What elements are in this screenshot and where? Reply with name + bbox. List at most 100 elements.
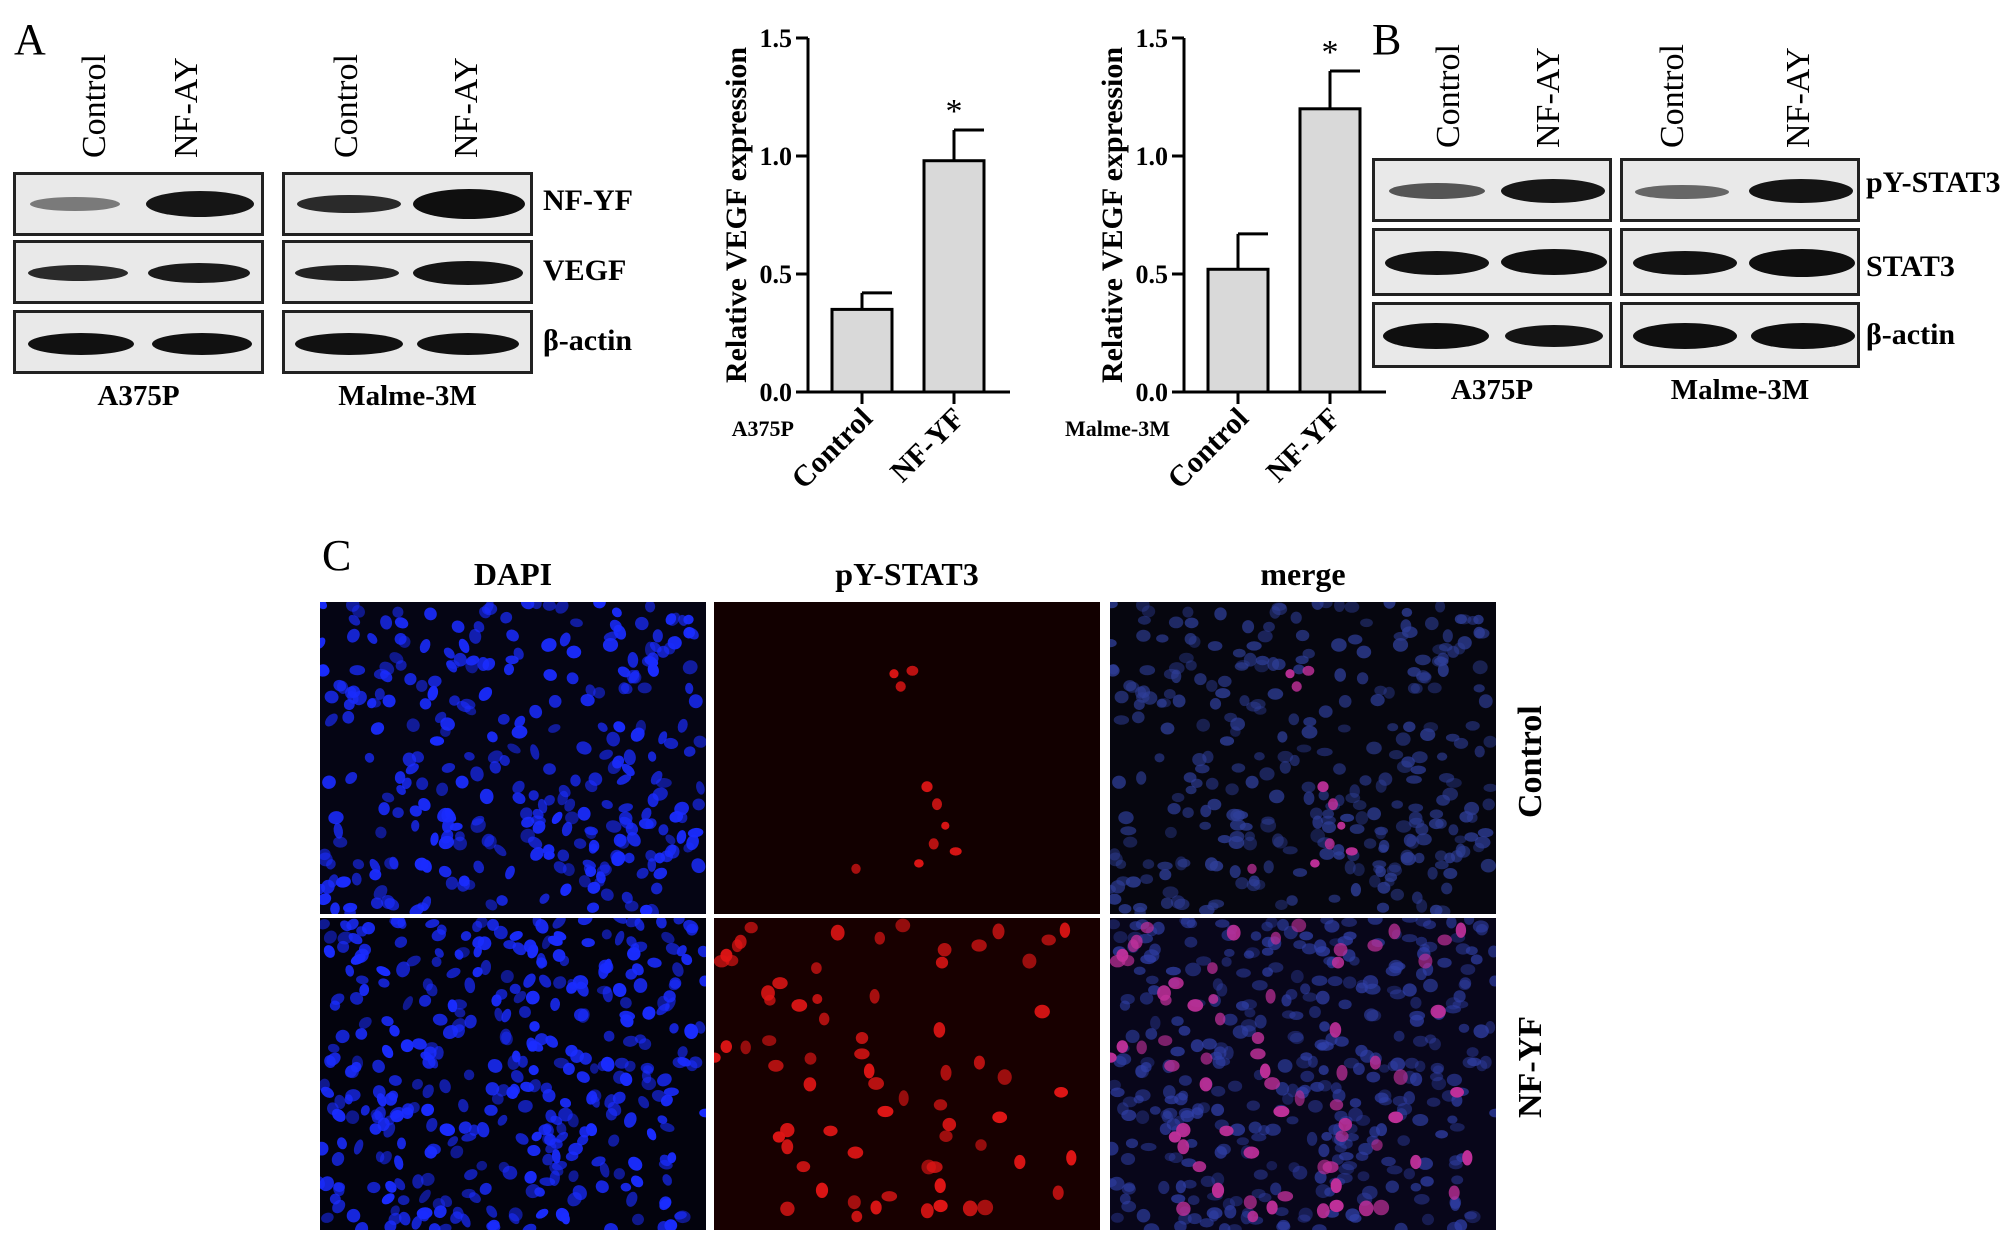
nucleus bbox=[1406, 835, 1420, 849]
lane-label: NF-AY bbox=[168, 57, 205, 158]
nucleus bbox=[1312, 1224, 1327, 1230]
nucleus bbox=[1165, 966, 1181, 976]
nucleus bbox=[1489, 1108, 1496, 1118]
nucleus bbox=[461, 1188, 476, 1199]
nucleus bbox=[548, 724, 561, 733]
positive-nucleus bbox=[764, 994, 776, 1006]
nucleus bbox=[1110, 919, 1120, 930]
nucleus bbox=[1206, 679, 1218, 692]
nucleus bbox=[382, 694, 396, 708]
nucleus bbox=[627, 947, 641, 961]
nucleus bbox=[1113, 931, 1128, 944]
nucleus bbox=[497, 713, 510, 725]
nucleus bbox=[1443, 868, 1458, 879]
nucleus bbox=[1205, 857, 1218, 871]
positive-nucleus bbox=[1336, 1064, 1348, 1081]
nucleus bbox=[1277, 918, 1289, 931]
positive-nucleus bbox=[1059, 922, 1071, 938]
nucleus bbox=[503, 663, 515, 676]
nucleus bbox=[1141, 605, 1156, 618]
x-tick-label: Control bbox=[1161, 402, 1255, 496]
nucleus bbox=[1215, 919, 1230, 928]
nucleus bbox=[576, 981, 589, 997]
nucleus bbox=[1318, 1143, 1330, 1158]
nucleus bbox=[529, 1021, 540, 1032]
nucleus bbox=[551, 811, 563, 825]
nucleus bbox=[1133, 1095, 1144, 1104]
fluor-image-dapi-nfyf bbox=[320, 918, 706, 1230]
nucleus bbox=[595, 1180, 609, 1194]
nucleus bbox=[1261, 947, 1274, 956]
nucleus bbox=[1180, 918, 1196, 929]
nucleus bbox=[696, 781, 705, 795]
nucleus bbox=[1318, 1065, 1329, 1076]
nucleus bbox=[1290, 969, 1304, 984]
band bbox=[1383, 323, 1489, 349]
positive-nucleus bbox=[1014, 1154, 1026, 1170]
nucleus bbox=[612, 1091, 626, 1104]
nucleus bbox=[1214, 607, 1227, 621]
nucleus bbox=[1167, 803, 1181, 815]
nucleus bbox=[1355, 1151, 1369, 1161]
nucleus bbox=[1364, 983, 1381, 995]
nucleus bbox=[606, 731, 620, 747]
positive-nucleus bbox=[768, 1059, 784, 1072]
nucleus bbox=[1406, 775, 1422, 784]
nucleus bbox=[1292, 1165, 1308, 1180]
nucleus bbox=[639, 904, 653, 914]
y-tick-label: 1.5 bbox=[760, 24, 793, 53]
lane-label: NF-AY bbox=[1530, 47, 1567, 148]
nucleus bbox=[358, 943, 372, 956]
positive-nucleus bbox=[1066, 1150, 1077, 1166]
bar-chart-malme: 0.0 0.5 1.0 1.5 Relative VEGF expression Cont… bbox=[1036, 0, 1416, 530]
nucleus bbox=[576, 1071, 590, 1083]
nucleus bbox=[1327, 976, 1343, 987]
positive-nucleus bbox=[921, 781, 933, 793]
image-background bbox=[320, 602, 706, 914]
nucleus bbox=[320, 602, 328, 610]
nucleus bbox=[378, 978, 390, 988]
nucleus bbox=[1113, 715, 1130, 725]
nucleus bbox=[1271, 602, 1287, 611]
nucleus bbox=[1333, 851, 1345, 860]
nucleus bbox=[1401, 607, 1413, 617]
positive-nucleus bbox=[855, 1032, 869, 1044]
nucleus bbox=[618, 803, 633, 813]
nucleus bbox=[1377, 881, 1391, 894]
nucleus bbox=[376, 1093, 387, 1107]
band bbox=[1505, 325, 1603, 347]
nucleus bbox=[656, 918, 667, 929]
nucleus bbox=[493, 844, 507, 857]
nucleus bbox=[1333, 763, 1346, 775]
nucleus bbox=[528, 790, 539, 801]
nucleus bbox=[1449, 1123, 1465, 1132]
nucleus bbox=[586, 902, 600, 913]
nucleus bbox=[1118, 904, 1132, 914]
nucleus bbox=[1231, 763, 1246, 773]
nucleus bbox=[464, 977, 476, 994]
nucleus bbox=[678, 614, 688, 626]
nucleus bbox=[1309, 1006, 1321, 1018]
band bbox=[1749, 179, 1853, 203]
nucleus bbox=[464, 752, 475, 761]
nucleus bbox=[620, 1014, 634, 1028]
nucleus bbox=[1396, 760, 1413, 773]
nucleus bbox=[620, 1182, 632, 1192]
nucleus bbox=[487, 1219, 500, 1230]
nucleus bbox=[1270, 1182, 1282, 1196]
nucleus bbox=[660, 1122, 675, 1132]
band bbox=[1633, 323, 1737, 349]
panel-c-letter: C bbox=[322, 531, 352, 580]
nucleus bbox=[1465, 721, 1480, 731]
nucleus bbox=[681, 953, 693, 966]
nucleus bbox=[1466, 812, 1478, 823]
nucleus bbox=[1420, 1176, 1434, 1187]
nucleus bbox=[506, 629, 519, 642]
nucleus bbox=[1165, 826, 1177, 839]
nucleus bbox=[320, 893, 332, 906]
lane-label: NF-AY bbox=[448, 57, 485, 158]
nucleus bbox=[1243, 836, 1257, 851]
nucleus bbox=[1299, 931, 1314, 941]
nucleus bbox=[604, 1094, 616, 1108]
nucleus bbox=[1274, 1207, 1289, 1217]
